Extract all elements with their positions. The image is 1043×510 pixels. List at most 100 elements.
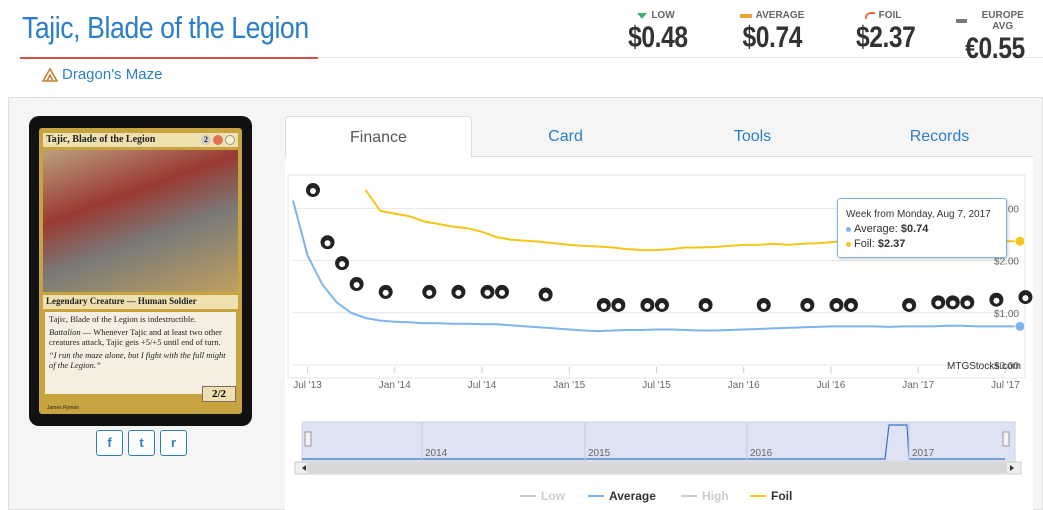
foil-value: $2.37 [855, 21, 916, 54]
price-europe: EUROPE AVG €0.55 [956, 10, 1034, 66]
tooltip-foil-value: $2.37 [877, 238, 906, 250]
card-title: Tajic, Blade of the Legion [22, 10, 309, 45]
x-tick-label: Jul '16 [817, 380, 846, 391]
twitter-share-button[interactable]: t [128, 430, 155, 456]
y-tick-label: $1.00 [994, 309, 1019, 320]
card-type-line: Legendary Creature — Human Soldier [43, 295, 238, 309]
average-label: AVERAGE [755, 10, 805, 21]
navigator-year-label: 2016 [750, 448, 773, 459]
price-average: AVERAGE $0.74 [736, 10, 808, 55]
x-tick-label: Jul '13 [293, 380, 322, 391]
legend-item-low[interactable]: Low [520, 489, 566, 503]
twitter-icon: t [139, 435, 144, 450]
europe-label: EUROPE AVG [981, 10, 1024, 32]
legend-item-average[interactable]: Average [588, 489, 656, 503]
set-release-icon-core [949, 300, 956, 307]
set-release-icon-core [310, 188, 316, 195]
navigator-scrollbar-thumb [307, 463, 1007, 473]
legend-item-foil[interactable]: Foil [750, 489, 792, 503]
tab-records[interactable]: Records [909, 128, 970, 145]
scroll-right-arrow-icon [1010, 465, 1014, 471]
navigator-year-label: 2015 [588, 448, 611, 459]
tooltip-foil-label: Foil: [854, 238, 878, 250]
reddit-share-button[interactable]: r [160, 430, 187, 456]
series-point-average [1014, 320, 1026, 332]
set-release-icon [306, 183, 320, 198]
card-name-bar: Tajic, Blade of the Legion 2 [43, 133, 238, 147]
navigator-window [301, 421, 1016, 463]
y-tick-label: $0.00 [994, 361, 1019, 372]
tooltip-average-value: $0.74 [900, 223, 929, 235]
legend-item-high[interactable]: High [681, 489, 729, 503]
set-release-icon [931, 295, 946, 310]
facebook-share-button[interactable]: f [96, 430, 123, 456]
tooltip-header: Week from Monday, Aug 7, 2017 [846, 209, 991, 220]
low-label: LOW [651, 10, 675, 21]
navigator-year-label: 2014 [425, 448, 448, 459]
set-release-icon-core [644, 302, 651, 309]
series-point-foil [1014, 235, 1026, 247]
set-release-icon [611, 297, 626, 312]
set-release-icon-core [455, 289, 462, 296]
average-marker-icon [739, 13, 752, 18]
x-tick-label: Jul '17 [991, 380, 1020, 391]
set-release-icon [654, 297, 669, 312]
low-value: $0.48 [628, 21, 688, 54]
chart-tooltip: Week from Monday, Aug 7, 2017 Average: $… [837, 198, 1007, 258]
tooltip-average-label: Average: [854, 223, 901, 235]
set-release-icon-core [833, 302, 840, 309]
card-power-toughness: 2/2 [202, 386, 236, 402]
card-rule-1: Tajic, Blade of the Legion is indestruct… [49, 314, 197, 324]
chart-credit: MTGStocks.com [947, 361, 1021, 372]
set-release-icon [960, 295, 975, 310]
set-name: Dragon's Maze [62, 66, 163, 83]
set-release-icon-core [847, 302, 854, 309]
set-release-icon-core [760, 302, 767, 309]
set-release-icon [843, 297, 858, 312]
legend-label: Average [609, 489, 656, 503]
set-release-icon-core [1022, 295, 1029, 302]
legend-label: Foil [771, 489, 792, 503]
card-rule-2: — Whenever Tajic and at least two other … [49, 326, 222, 347]
set-release-icon-core [658, 302, 665, 309]
mana-cost: 2 [201, 134, 235, 146]
card-image: Tajic, Blade of the Legion 2 Legendary C… [29, 116, 252, 426]
set-release-icon [320, 235, 335, 250]
set-symbol-icon [42, 67, 58, 82]
navigator-series [302, 424, 1005, 460]
tab-card[interactable]: Card [548, 128, 583, 145]
low-marker-icon [637, 12, 648, 19]
card-name-text: Tajic, Blade of the Legion [46, 134, 156, 145]
set-release-icon [989, 292, 1004, 307]
set-release-icon [495, 284, 510, 299]
foil-label: FOIL [878, 10, 902, 21]
set-release-icon-core [964, 300, 971, 307]
set-release-icon [349, 277, 364, 292]
legend-label: High [702, 489, 729, 503]
card-rules-box: Tajic, Blade of the Legion is indestruct… [45, 312, 236, 394]
y-tick-label: $2.00 [994, 257, 1019, 268]
tab-tools[interactable]: Tools [733, 128, 772, 145]
set-release-icon-core [906, 302, 913, 309]
set-link[interactable]: Dragon's Maze [42, 66, 162, 83]
card-art [43, 150, 238, 292]
navigator-year-label: 2017 [912, 448, 935, 459]
europe-marker-icon [956, 19, 968, 23]
x-tick-label: Jan '15 [553, 380, 585, 391]
europe-value: €0.55 [965, 32, 1025, 65]
x-tick-label: Jul '14 [468, 380, 497, 391]
tab-finance[interactable]: Finance [285, 116, 472, 158]
set-release-icon [378, 284, 393, 299]
scroll-left-arrow-icon [302, 465, 306, 471]
set-release-icon-core [615, 302, 622, 309]
set-release-icon [335, 256, 350, 271]
set-release-icon-core [324, 240, 331, 247]
set-release-icon-core [382, 289, 389, 296]
set-release-icon-core [600, 302, 607, 309]
set-release-icon [538, 287, 553, 302]
set-release-icon [829, 297, 844, 312]
set-release-icon-core [339, 261, 346, 268]
card-rule-keyword: Battalion [49, 326, 81, 337]
set-release-icon-core [935, 300, 942, 307]
card-flavor: “I run the maze alone, but I fight with … [49, 350, 226, 371]
